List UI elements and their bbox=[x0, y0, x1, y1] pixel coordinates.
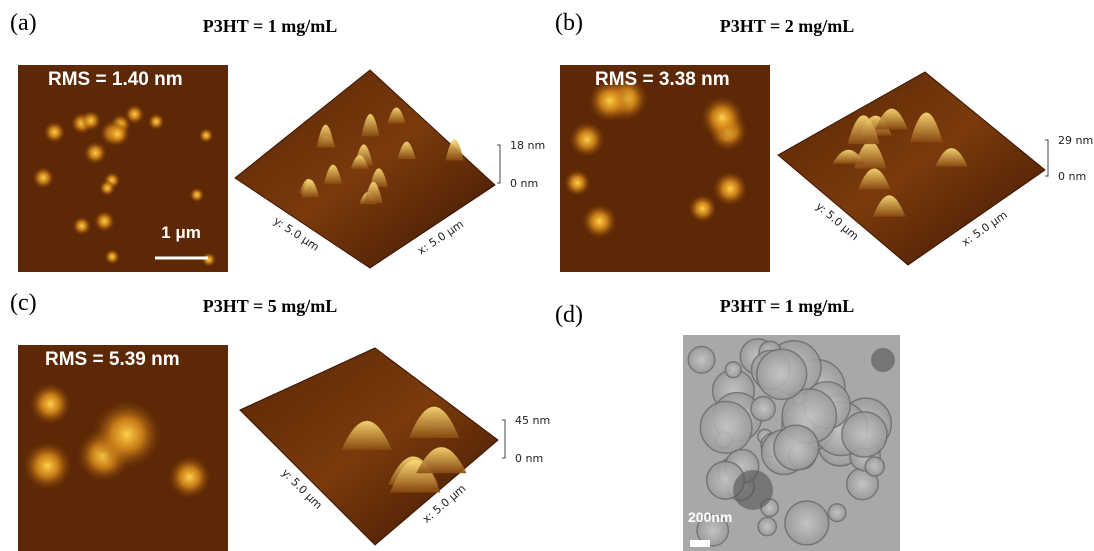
afm-grain bbox=[168, 456, 211, 499]
panel-title: P3HT = 1 mg/mL bbox=[203, 16, 337, 36]
afm-grain bbox=[199, 128, 214, 143]
afm-grain bbox=[713, 171, 748, 206]
rms-label: RMS = 3.38 nm bbox=[595, 69, 730, 90]
z-scale bbox=[1045, 140, 1048, 176]
panel-title: P3HT = 1 mg/mL bbox=[720, 296, 854, 316]
afm-grain bbox=[84, 141, 107, 164]
panel-title: P3HT = 5 mg/mL bbox=[203, 296, 337, 316]
z-bottom-label: 0 nm bbox=[1058, 170, 1086, 183]
scale-bar bbox=[690, 540, 710, 547]
panel-label: (d) bbox=[555, 302, 583, 328]
afm-surface bbox=[235, 70, 495, 268]
afm-grain bbox=[92, 400, 162, 470]
afm-grain bbox=[148, 113, 165, 130]
rms-label: RMS = 1.40 nm bbox=[48, 69, 183, 90]
afm-grain bbox=[72, 216, 91, 235]
tem-domain bbox=[725, 362, 741, 378]
afm-grain bbox=[94, 211, 115, 232]
afm-grain bbox=[105, 122, 130, 147]
tem-domain bbox=[842, 412, 887, 457]
z-top-label: 18 nm bbox=[510, 139, 545, 152]
afm-grain bbox=[44, 121, 66, 143]
afm-grain bbox=[23, 441, 72, 490]
afm-surface bbox=[778, 72, 1045, 265]
tem-domain bbox=[785, 501, 829, 545]
tem-domain bbox=[758, 517, 776, 535]
afm-grain bbox=[569, 122, 605, 158]
afm-grain bbox=[189, 187, 204, 202]
afm-grain bbox=[701, 96, 744, 139]
tem-domain bbox=[757, 349, 807, 399]
scale-bar-label: 1 μm bbox=[161, 223, 201, 242]
z-top-label: 29 nm bbox=[1058, 134, 1093, 147]
figure: (a) P3HT = 1 mg/mL RMS = 1.40 nm 1 μm 18 nm 0… bbox=[0, 0, 1094, 551]
afm-grain bbox=[99, 180, 115, 196]
tem-domain bbox=[828, 504, 846, 522]
tem-domain bbox=[751, 397, 775, 421]
tem-aggregate bbox=[733, 470, 773, 510]
tem-domain bbox=[688, 346, 715, 373]
scale-bar-label: 200nm bbox=[688, 509, 732, 525]
panel-label: (c) bbox=[10, 290, 37, 316]
rms-label: RMS = 5.39 nm bbox=[45, 349, 180, 370]
z-scale bbox=[502, 420, 505, 458]
tem-aggregate bbox=[871, 348, 895, 372]
tem-domain bbox=[774, 425, 819, 470]
afm-grain bbox=[29, 383, 71, 425]
z-top-label: 45 nm bbox=[515, 414, 550, 427]
afm-grain bbox=[81, 110, 102, 131]
z-bottom-label: 0 nm bbox=[510, 177, 538, 190]
afm-grain bbox=[688, 194, 717, 223]
afm-grain bbox=[32, 167, 54, 189]
afm-grain bbox=[582, 204, 617, 239]
afm-grain bbox=[104, 249, 119, 264]
tem-domain bbox=[865, 457, 884, 476]
afm-grain bbox=[564, 169, 591, 196]
afm-grain bbox=[202, 252, 217, 267]
panel-label: (b) bbox=[555, 10, 583, 36]
panel-label: (a) bbox=[10, 10, 37, 36]
panel-title: P3HT = 2 mg/mL bbox=[720, 16, 854, 36]
z-scale bbox=[497, 145, 500, 183]
tem-domain bbox=[700, 402, 752, 454]
z-bottom-label: 0 nm bbox=[515, 452, 543, 465]
